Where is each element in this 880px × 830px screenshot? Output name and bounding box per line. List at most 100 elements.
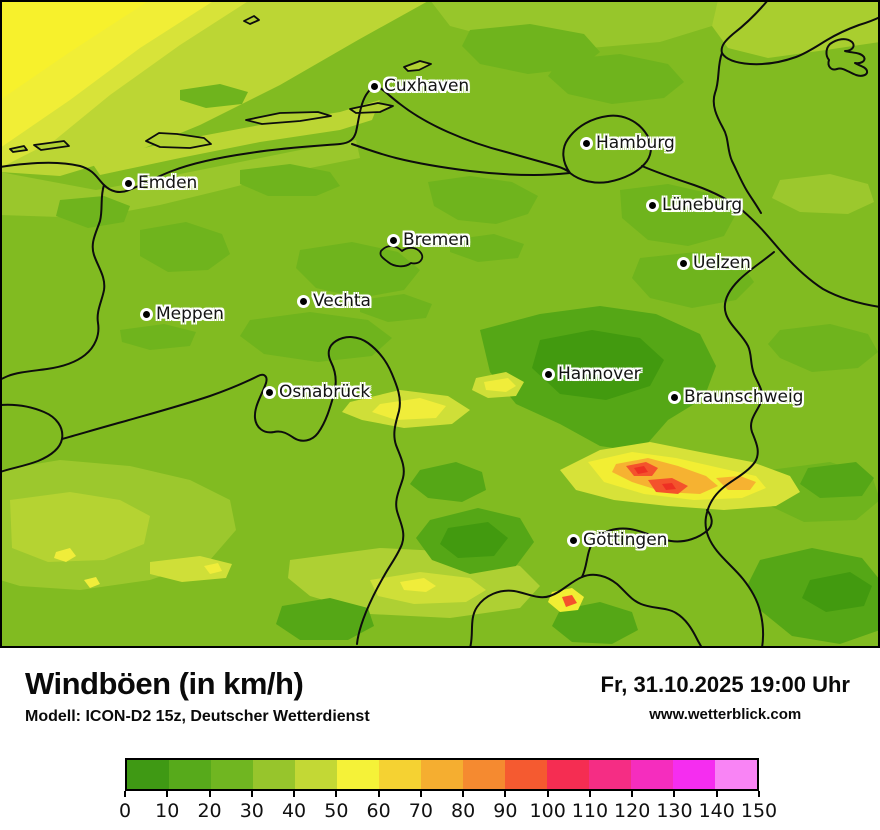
city-label: Meppen xyxy=(156,304,224,324)
colorbar-segment xyxy=(715,760,757,789)
coastline-and-borders xyxy=(0,0,880,648)
colorbar-tick xyxy=(166,791,169,797)
colorbar-tick-label: 80 xyxy=(451,800,476,822)
colorbar-tick-label: 50 xyxy=(324,800,349,822)
colorbar-tick-label: 150 xyxy=(740,800,778,822)
map-frame xyxy=(0,0,880,648)
city-marker: Emden xyxy=(125,173,197,193)
colorbar-segment xyxy=(673,760,715,789)
colorbar-tick-label: 110 xyxy=(571,800,609,822)
colorbar-segment xyxy=(127,760,169,789)
map-graphic xyxy=(0,0,880,648)
city-dot-icon xyxy=(390,236,397,244)
colorbar-segment xyxy=(379,760,421,789)
city-dot-icon xyxy=(125,179,132,187)
city-marker: Vechta xyxy=(300,291,371,311)
colorbar-tick xyxy=(419,791,422,797)
schleswig-mecklenburg-border xyxy=(712,52,762,214)
colorbar-tick-label: 40 xyxy=(281,800,307,822)
colorbar-segment xyxy=(547,760,589,789)
model-info: Modell: ICON-D2 15z, Deutscher Wetterdie… xyxy=(25,708,370,725)
colorbar-segment xyxy=(211,760,253,789)
colorbar-tick-label: 120 xyxy=(614,800,651,822)
city-marker: Cuxhaven xyxy=(371,76,469,96)
colorbar-segment xyxy=(589,760,631,789)
city-label: Braunschweig xyxy=(684,387,804,407)
bremen-state-border xyxy=(379,245,424,268)
colorbar-segment xyxy=(463,760,505,789)
colorbar-tick xyxy=(335,791,338,797)
wind-gust-map: Cuxhaven Hamburg Emden Lüneburg Bremen Uelzen… xyxy=(0,0,880,648)
city-label: Emden xyxy=(138,173,198,193)
frisian-islands xyxy=(9,15,432,153)
colorbar-tick-label: 0 xyxy=(118,800,132,822)
north-sea-coast xyxy=(0,85,571,194)
city-marker: Uelzen xyxy=(680,253,751,273)
colorbar-tick-label: 70 xyxy=(408,800,433,822)
colorbar-segment xyxy=(337,760,379,789)
colorbar-segment xyxy=(421,760,463,789)
colorbar-segment xyxy=(295,760,337,789)
city-marker: Hannover xyxy=(545,364,641,384)
website-credit: www.wetterblick.com xyxy=(649,706,802,724)
datetime-block: Fr, 31.10.2025 19:00 Uhr www.wetterblick… xyxy=(601,672,851,723)
city-label: Vechta xyxy=(313,291,371,311)
colorbar-tick-label: 90 xyxy=(493,800,518,822)
city-dot-icon xyxy=(371,82,378,90)
colorbar-tick xyxy=(124,791,126,797)
city-marker: Göttingen xyxy=(570,530,667,550)
elbe-river xyxy=(641,165,880,308)
city-dot-icon xyxy=(143,310,150,318)
city-marker: Meppen xyxy=(143,304,224,324)
city-marker: Lüneburg xyxy=(649,195,742,215)
city-dot-icon xyxy=(680,259,687,267)
city-marker: Bremen xyxy=(390,230,470,250)
nrw-border xyxy=(61,336,405,645)
colorbar-tick-label: 130 xyxy=(656,800,693,822)
dutch-border xyxy=(0,184,106,381)
city-label: Göttingen xyxy=(583,530,668,550)
colorbar-ticks: 0 10 20 30 40 50 60 70 80 90 100 110 120 130 140 150 xyxy=(119,791,777,829)
colorbar-segment xyxy=(169,760,211,789)
city-label: Cuxhaven xyxy=(384,76,470,96)
colorbar-tick xyxy=(293,791,296,797)
colorbar-segment xyxy=(253,760,295,789)
colorbar-tick-label: 60 xyxy=(366,800,391,822)
city-dot-icon xyxy=(649,201,656,209)
city-dot-icon xyxy=(570,536,577,544)
colorbar-tick xyxy=(462,791,465,797)
city-label: Hamburg xyxy=(596,133,675,153)
colorbar-segment xyxy=(631,760,673,789)
city-marker: Braunschweig xyxy=(671,387,803,407)
colorbar-tick xyxy=(377,791,380,797)
valid-datetime: Fr, 31.10.2025 19:00 Uhr xyxy=(600,672,851,697)
colorbar-tick xyxy=(631,791,634,797)
city-layer: Cuxhaven Hamburg Emden Lüneburg Bremen Uelzen… xyxy=(125,76,803,550)
city-dot-icon xyxy=(266,388,273,396)
colorbar-segment xyxy=(505,760,547,789)
elbe-south-bank xyxy=(351,143,571,176)
baltic-coast xyxy=(720,0,880,66)
city-dot-icon xyxy=(671,393,678,401)
colorbar-tick xyxy=(588,791,591,797)
city-label: Uelzen xyxy=(693,253,751,273)
colorbar-tick-label: 10 xyxy=(155,800,180,822)
baltic-peninsulas xyxy=(825,38,869,77)
colorbar-tick-label: 100 xyxy=(529,800,566,822)
colorbar-tick xyxy=(673,791,676,797)
colorbar-tick-label: 30 xyxy=(239,800,264,822)
colorbar xyxy=(125,758,759,791)
city-marker: Osnabrück xyxy=(266,382,370,402)
thueringen-border xyxy=(581,509,713,578)
colorbar-tick xyxy=(715,791,718,797)
colorbar-tick xyxy=(758,791,760,797)
colorbar-tick xyxy=(208,791,211,797)
colorbar-tick-label: 140 xyxy=(698,800,735,822)
colorbar-tick xyxy=(250,791,253,797)
city-label: Lüneburg xyxy=(662,195,743,215)
city-dot-icon xyxy=(583,139,590,147)
map-title: Windböen (in km/h) xyxy=(25,666,304,701)
map-footer: Windböen (in km/h) Modell: ICON-D2 15z, … xyxy=(0,648,880,830)
city-label: Hannover xyxy=(558,364,641,384)
